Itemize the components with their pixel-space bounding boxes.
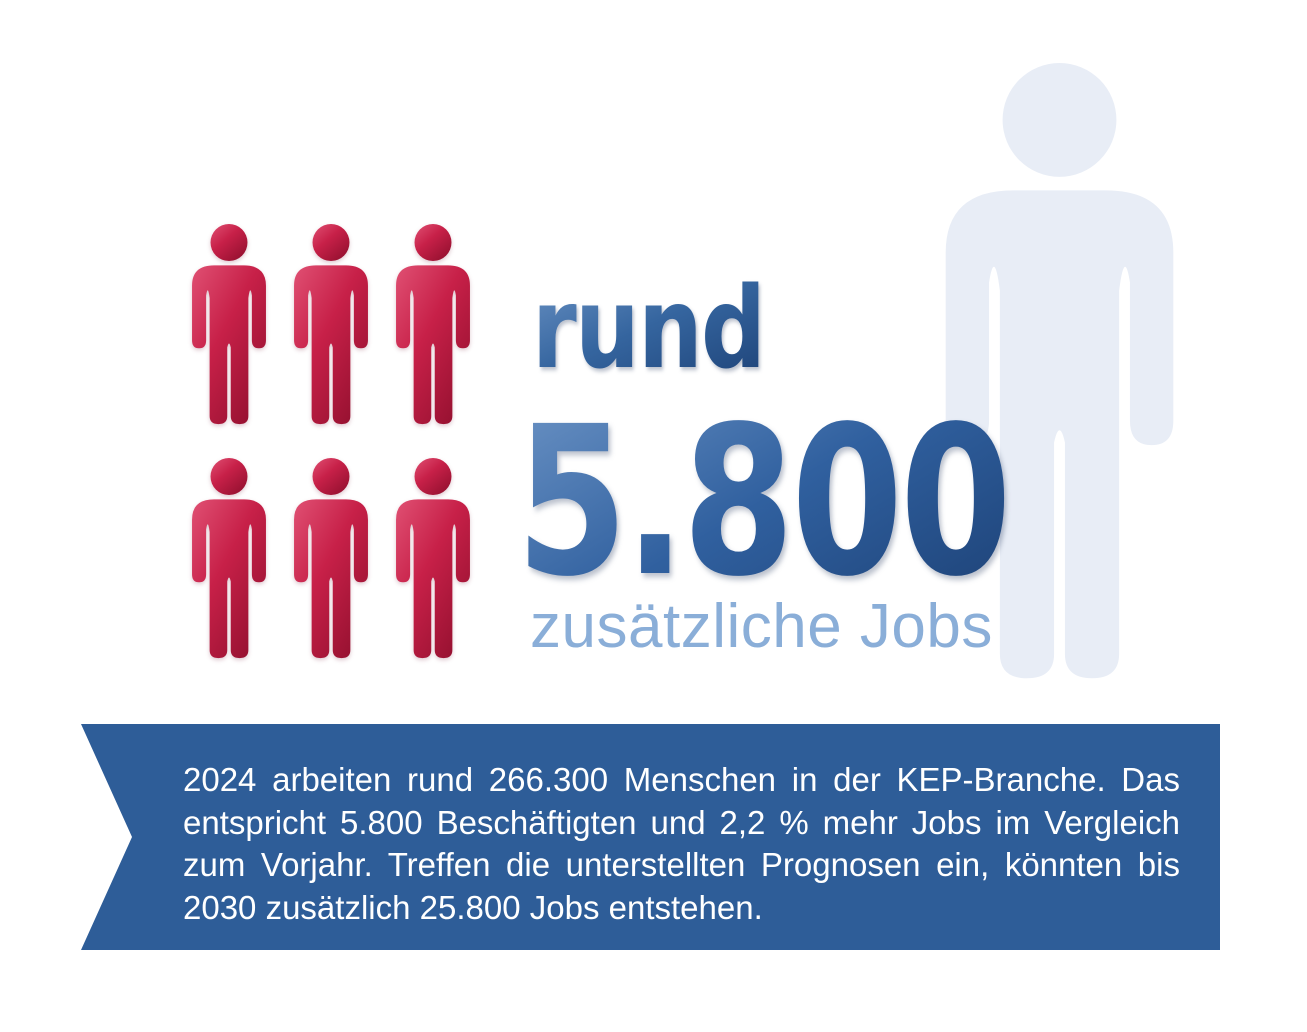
person-icon: [294, 458, 368, 659]
person-icon: [192, 458, 266, 659]
banner-line: zum Vorjahr. Treffen die unterstellten P…: [183, 846, 1180, 883]
person-icon: [294, 224, 368, 425]
banner-line: 2030 zusätzlich 25.800 Jobs entstehen.: [183, 888, 763, 926]
headline-prefix: rund: [532, 264, 766, 394]
info-banner: 2024 arbeiten rund 266.300 Menschen in d…: [81, 724, 1220, 950]
person-icon: [396, 224, 470, 425]
people-icon-grid: [185, 224, 551, 662]
banner-line: entspricht 5.800 Beschäftigten und 2,2 %…: [183, 803, 1180, 841]
person-icon: [192, 224, 266, 425]
headline-number: 5.800: [516, 382, 1012, 622]
headline-suffix: zusätzliche Jobs: [530, 592, 993, 661]
person-icon: [396, 458, 470, 659]
banner-line: 2024 arbeiten rund 266.300 Menschen in d…: [183, 761, 1180, 798]
